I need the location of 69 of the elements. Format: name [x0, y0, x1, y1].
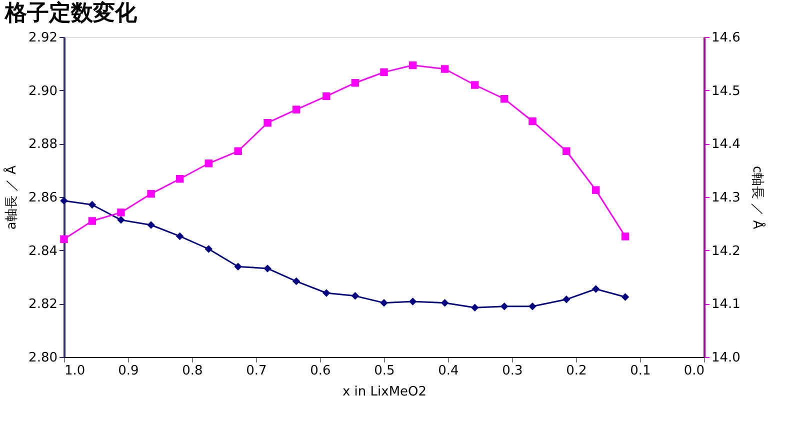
- y2-tick-label: 14.1: [712, 297, 740, 312]
- point: [351, 78, 360, 87]
- y2-tick-label: 14.2: [712, 244, 740, 259]
- x-tick-label: 0.4: [438, 364, 459, 378]
- x-tick-label: 0.6: [310, 364, 331, 378]
- point: [500, 302, 508, 310]
- y-tick-label: 2.80: [28, 350, 58, 366]
- point: [147, 221, 155, 229]
- point: [322, 92, 330, 100]
- point: [322, 289, 330, 297]
- y2-tick-label: 14.0: [712, 350, 740, 366]
- point: [562, 147, 570, 156]
- y2-axis-title: c軸長 ／ Å: [749, 166, 766, 230]
- point: [621, 232, 630, 240]
- x-axis-title: x in LixMeO2: [342, 384, 427, 400]
- point: [88, 200, 96, 209]
- chart-title: 格子定数変化: [4, 0, 138, 26]
- x-tick-label: 0.3: [502, 364, 523, 378]
- y2-tick-label: 14.4: [712, 137, 740, 152]
- point: [562, 296, 570, 304]
- point: [117, 208, 125, 216]
- point: [471, 304, 479, 312]
- point: [117, 216, 125, 224]
- point: [88, 217, 96, 225]
- x-tick-label: 0.8: [182, 364, 203, 378]
- point: [60, 235, 68, 244]
- point: [204, 160, 213, 168]
- x-tick-label: 0.5: [374, 364, 395, 378]
- point: [234, 262, 242, 270]
- y-tick-label: 2.84: [28, 244, 58, 259]
- point: [60, 196, 68, 205]
- point: [292, 106, 300, 114]
- x-tick-label: 0.0: [684, 364, 704, 378]
- point: [621, 293, 630, 301]
- point: [234, 147, 242, 156]
- x-tick-label: 0.9: [118, 364, 139, 378]
- point: [176, 174, 184, 183]
- x-tick-label: 0.7: [246, 364, 267, 378]
- point: [471, 81, 479, 89]
- point: [440, 298, 449, 307]
- y-axis-title: a軸長 ／ Å: [2, 165, 20, 230]
- y-tick-label: 2.86: [28, 190, 58, 206]
- y2-tick-label: 14.6: [712, 30, 740, 46]
- point: [528, 117, 536, 126]
- point: [592, 285, 600, 293]
- point: [147, 190, 155, 198]
- x-tick-label: 0.1: [630, 364, 651, 378]
- y-tick-label: 2.82: [28, 297, 58, 312]
- point: [351, 292, 360, 300]
- x-tick-label: 0.2: [566, 364, 587, 378]
- point: [176, 232, 184, 240]
- y-tick-label: 2.88: [28, 137, 58, 152]
- point: [264, 118, 272, 127]
- point: [500, 94, 508, 103]
- point: [592, 186, 600, 194]
- point: [380, 298, 388, 307]
- point: [292, 277, 300, 286]
- point: [440, 65, 449, 73]
- y-tick-label: 2.92: [28, 30, 58, 46]
- y-tick-label: 2.90: [28, 84, 58, 99]
- y2-tick-label: 14.5: [712, 84, 740, 99]
- point: [408, 298, 417, 306]
- point: [204, 245, 213, 253]
- point: [408, 61, 417, 70]
- point: [380, 68, 388, 76]
- point: [528, 302, 536, 310]
- x-tick-label: 1.0: [64, 364, 86, 378]
- point: [264, 264, 272, 272]
- y2-tick-label: 14.3: [712, 190, 740, 206]
